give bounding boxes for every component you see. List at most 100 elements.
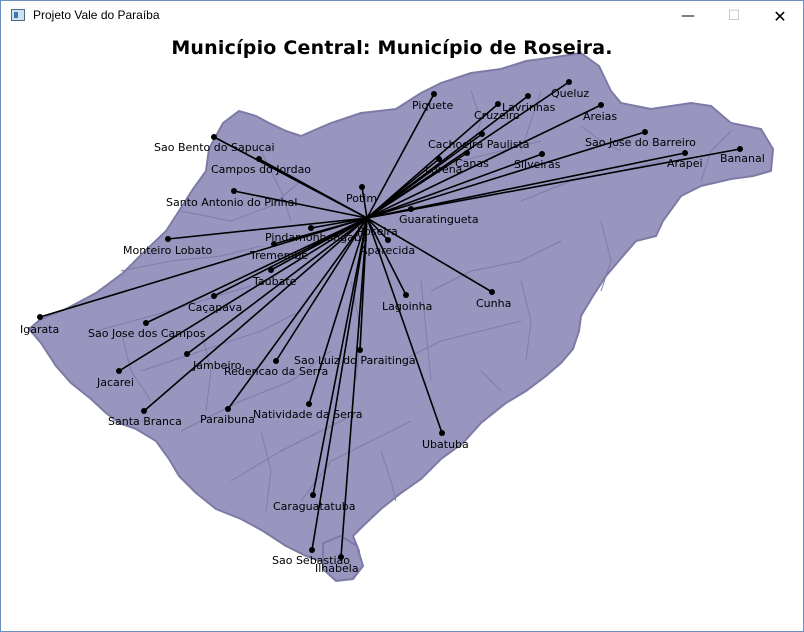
city-label-potim: Potim [346,192,377,205]
city-label-piquete: Piquete [412,99,453,112]
city-marker-sao-sebastiao [309,547,315,553]
city-label-arapei: Arapei [667,157,703,170]
connection-line-sao-jose-do-barreiro [366,131,646,219]
connection-line-jacarei [118,217,368,372]
city-label-sao-bento-do-sapucai: Sao Bento do Sapucai [154,141,275,154]
city-label-santo-antonio-do-pinhal: Santo Antonio do Pinhal [166,196,297,209]
connection-line-natividade-da-serra [308,217,368,405]
connection-line-sao-sebastiao [311,217,368,551]
city-marker-jacarei [116,368,122,374]
city-marker-jambeiro [184,351,190,357]
city-marker-areias [598,102,604,108]
city-label-areias: Areias [583,110,617,123]
connection-line-santa-branca [143,217,368,412]
connection-line-redencao-da-serra [275,217,368,362]
city-marker-bananal [737,146,743,152]
city-label-jambeiro: Jambeiro [192,359,242,372]
connection-line-aparecida [366,217,389,241]
city-label-sao-luiz-do-paraitinga: Sao Luiz do Paraitinga [294,354,416,367]
city-marker-redencao-da-serra [273,358,279,364]
city-marker-lagoinha [403,292,409,298]
city-marker-potim [359,184,365,190]
city-marker-igarata [37,314,43,320]
connection-line-areias [366,104,602,219]
connection-line-paraibuna [227,217,368,410]
window-title: Projeto Vale do Paraíba [33,8,160,22]
city-label-santa-branca: Santa Branca [108,415,182,428]
city-marker-caraguatatuba [310,492,316,498]
city-marker-ilhabela [338,554,344,560]
city-label-queluz: Queluz [551,87,589,100]
city-marker-queluz [566,79,572,85]
city-marker-lorena [436,156,442,162]
minimize-button[interactable]: — [681,8,695,24]
city-label-monteiro-lobato: Monteiro Lobato [123,244,213,257]
connection-line-lavrinhas [366,95,529,219]
region-map: Igarata Sao Jose dos Campos Jacarei Santa B… [20,51,775,583]
connection-line-caraguatatuba [312,217,368,496]
city-marker-piquete [431,91,437,97]
city-marker-santo-antonio-do-pinhal [231,188,237,194]
city-label-caraguatatuba: Caraguatatuba [273,500,355,513]
city-marker-arapei [682,150,688,156]
city-label-lorena: Lorena [425,163,462,176]
city-marker-lavrinhas [525,93,531,99]
city-marker-silveiras [539,151,545,157]
city-label-lavrinhas: Lavrinhas [502,101,556,114]
city-marker-cunha [489,289,495,295]
city-marker-tremembe [271,241,277,247]
connection-line-arapei [366,152,686,219]
city-marker-cruzeiro [495,101,501,107]
vale-do-paraiba-region [27,51,775,573]
city-marker-monteiro-lobato [165,236,171,242]
connection-line-taubate [270,217,368,271]
city-label-lagoinha: Lagoinha [382,300,432,313]
city-label-cacapava: Caçapava [188,301,242,314]
city-label-bananal: Bananal [720,152,765,165]
map-canvas: Igarata Sao Jose dos Campos Jacarei Santa B… [1,31,803,631]
city-label-tremembe: Tremembe [249,249,308,262]
city-label-campos-do-jordao: Campos do Jordao [211,163,311,176]
connection-line-sao-bento-do-sapucai [213,136,368,219]
connection-line-igarata [39,217,368,318]
city-marker-paraibuna [225,406,231,412]
connection-line-tremembe [273,217,368,245]
city-marker-cachoeira-paulista [479,131,485,137]
title-bar[interactable]: Projeto Vale do Paraíba — ☐ ✕ [1,1,803,31]
city-label-cunha: Cunha [476,297,511,310]
city-label-roseira: Roseira [357,225,398,238]
connection-line-cruzeiro [366,103,499,219]
connection-line-bananal [366,148,741,219]
city-marker-natividade-da-serra [306,401,312,407]
city-marker-sao-luiz-do-paraitinga [357,347,363,353]
city-label-taubate: Taubate [252,275,297,288]
connection-line-monteiro-lobato [167,217,368,240]
connection-line-potim [361,186,368,219]
map-heading: Município Central: Município de Roseira. [171,37,613,59]
connection-line-jambeiro [186,217,368,355]
connection-line-queluz [366,81,570,219]
city-label-natividade-da-serra: Natividade da Serra [253,408,362,421]
connection-line-piquete [366,93,435,219]
city-label-sao-jose-do-barreiro: Sao Jose do Barreiro [585,136,696,149]
maximize-button[interactable]: ☐ [727,8,741,24]
city-marker-campos-do-jordao [256,156,262,162]
city-label-guaratingueta: Guaratingueta [399,213,479,226]
connection-line-lagoinha [366,217,407,296]
connection-line-sao-jose-dos-campos [145,217,368,324]
city-label-pindamonhangaba: Pindamonhangaba [265,231,368,244]
connection-line-ubatuba [366,217,443,434]
city-label-silveiras: Silveiras [514,158,561,171]
city-label-jacarei: Jacarei [96,376,134,389]
city-marker-sao-jose-do-barreiro [642,129,648,135]
city-marker-cacapava [211,293,217,299]
city-marker-guaratingueta [408,206,414,212]
city-label-paraibuna: Paraibuna [200,413,255,426]
connection-line-silveiras [366,153,543,219]
city-label-aparecida: Aparecida [360,244,415,257]
connection-line-santo-antonio-do-pinhal [233,190,368,219]
close-button[interactable]: ✕ [773,6,787,26]
city-label-redencao-da-serra: Redencao da Serra [224,365,328,378]
city-marker-aparecida [385,237,391,243]
